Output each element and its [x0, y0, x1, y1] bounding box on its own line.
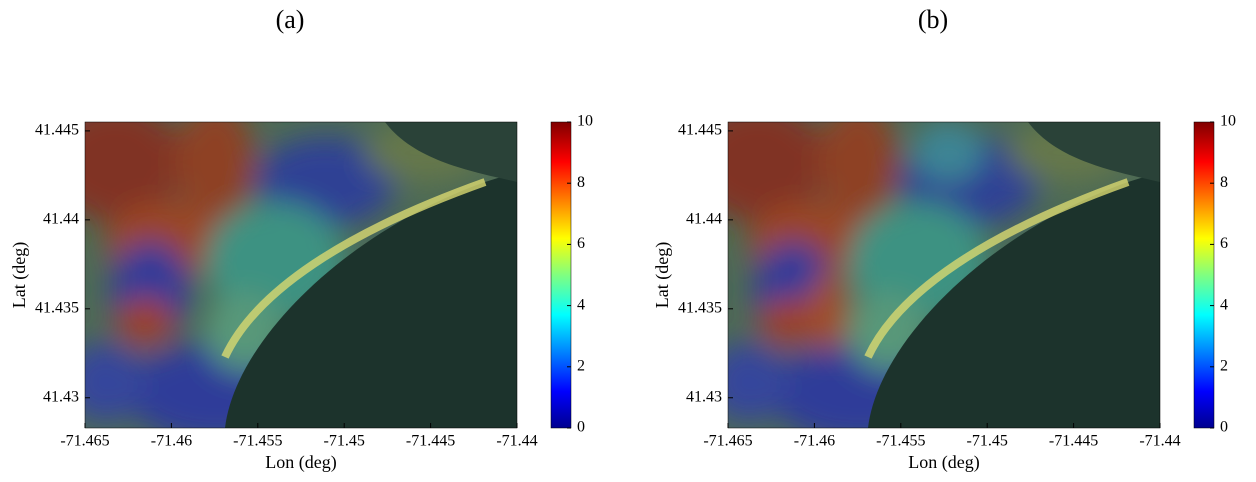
heat-blob [175, 122, 255, 222]
heat-blob [115, 297, 175, 347]
colorbar-tick-label: 6 [577, 235, 585, 252]
colorbar [550, 121, 572, 429]
colorbar-tick-label: 4 [1220, 296, 1228, 313]
y-tick-label: 41.445 [35, 122, 79, 139]
heat-blob [85, 122, 185, 222]
axes-frame [727, 121, 1161, 429]
colorbar-tick-label: 0 [1220, 419, 1228, 436]
heat-blob [85, 342, 145, 422]
x-tick-label: -71.455 [876, 433, 925, 450]
y-tick-label: 41.435 [678, 299, 722, 316]
x-axis-label: Lon (deg) [265, 452, 336, 473]
pond [385, 122, 517, 182]
y-tick-label: 41.435 [35, 299, 79, 316]
x-tick-label: -71.465 [703, 433, 752, 450]
colorbar [1193, 121, 1215, 429]
y-tick-label: 41.44 [686, 211, 722, 228]
y-tick-label: 41.44 [43, 211, 79, 228]
beach [864, 178, 1130, 359]
x-tick-label: -71.465 [60, 433, 109, 450]
x-tick-label: -71.45 [967, 433, 1008, 450]
y-tick-label: 41.43 [43, 388, 79, 405]
map-image [728, 122, 1160, 428]
colorbar-tick-label: 2 [577, 357, 585, 374]
colorbar-tick-label: 8 [1220, 174, 1228, 191]
y-axis-label: Lat (deg) [652, 242, 673, 308]
y-tick-label: 41.445 [678, 122, 722, 139]
x-tick-label: -71.455 [233, 433, 282, 450]
heat-blob [808, 272, 848, 352]
map-image [85, 122, 517, 428]
pond [1028, 122, 1160, 182]
heat-blob [913, 122, 983, 182]
colorbar-tick-label: 2 [1220, 357, 1228, 374]
colorbar-tick-label: 10 [1220, 113, 1236, 130]
heat-blob [758, 297, 818, 347]
y-axis-label: Lat (deg) [9, 242, 30, 308]
x-tick-label: -71.44 [1139, 433, 1180, 450]
x-tick-label: -71.46 [794, 433, 835, 450]
x-axis-label: Lon (deg) [908, 452, 979, 473]
axes-frame [84, 121, 518, 429]
beach [221, 178, 487, 359]
x-tick-label: -71.46 [151, 433, 192, 450]
panel-label: (b) [918, 5, 948, 34]
sea [868, 172, 1160, 428]
colorbar-tick-label: 10 [577, 113, 593, 130]
x-tick-label: -71.44 [496, 433, 537, 450]
colorbar-tick-label: 0 [577, 419, 585, 436]
sea [225, 172, 517, 428]
colorbar-tick-label: 6 [1220, 235, 1228, 252]
heat-blob [728, 342, 788, 422]
y-tick-label: 41.43 [686, 388, 722, 405]
panel-label: (a) [276, 5, 305, 34]
colorbar-tick-label: 4 [577, 296, 585, 313]
heat-blob [818, 122, 898, 222]
x-tick-label: -71.45 [324, 433, 365, 450]
x-tick-label: -71.445 [1049, 433, 1098, 450]
colorbar-tick-label: 8 [577, 174, 585, 191]
x-tick-label: -71.445 [406, 433, 455, 450]
heat-blob [728, 122, 828, 222]
